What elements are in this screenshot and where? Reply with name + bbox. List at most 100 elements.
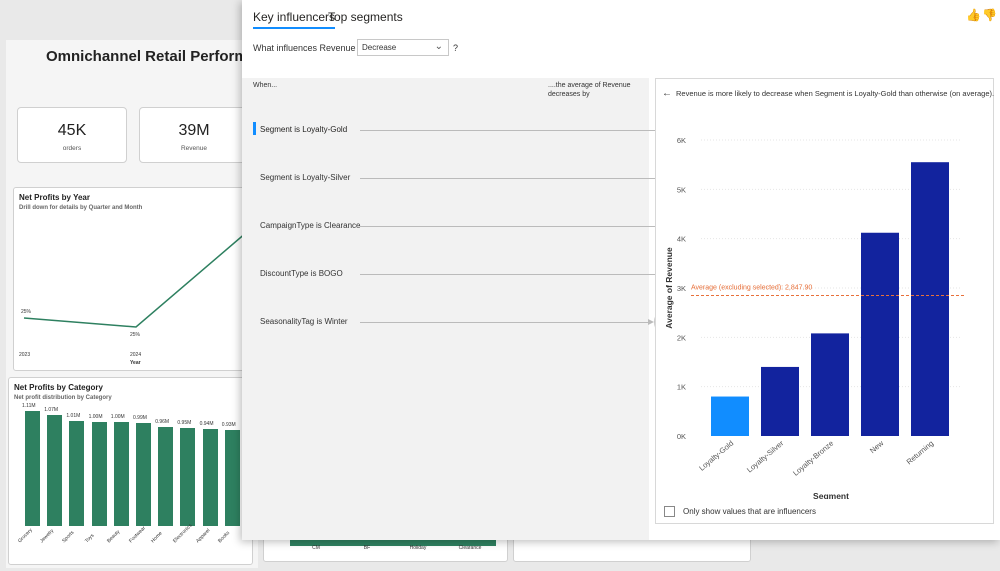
- category-bar[interactable]: [224, 429, 240, 526]
- influencers-only-checkbox[interactable]: [664, 506, 675, 517]
- bar-data-label: 1.11M: [22, 403, 36, 409]
- tab-top-segments[interactable]: Top segments: [328, 10, 403, 24]
- influencer-label[interactable]: DiscountType is BOGO: [260, 269, 343, 278]
- category-tick-label: Jewelry: [39, 528, 56, 545]
- thumbs-down-icon[interactable]: 👎: [982, 8, 997, 22]
- campaign-tile-label: Holiday: [409, 545, 427, 551]
- point-label: 25%: [21, 309, 32, 315]
- influencer-label[interactable]: SeasonalityTag is Winter: [260, 317, 348, 326]
- arrow-right-icon: [648, 319, 654, 325]
- y-tick-label: 6K: [677, 136, 686, 145]
- segment-revenue-chart: 0K 1K 2K 3K 4K 5K 6K Average of Revenue Loyalty-…: [664, 136, 966, 499]
- influencer-label[interactable]: CampaignType is Clearance: [260, 221, 361, 230]
- bar-data-label: 0.99M: [133, 415, 147, 422]
- category-bar[interactable]: [202, 428, 218, 526]
- x-tick-label: Loyalty-Silver: [745, 438, 786, 474]
- segment-bar[interactable]: [911, 162, 949, 436]
- avg-header-line1: ....the average of Revenue: [548, 82, 631, 89]
- report-title: Omnichannel Retail Performance: [46, 48, 282, 65]
- back-arrow-icon[interactable]: ←: [662, 88, 672, 99]
- bar-data-label: 1.00M: [110, 414, 125, 421]
- kpi-value: 45K: [57, 122, 87, 139]
- category-tick-label: Beauty: [105, 528, 122, 545]
- card-subtitle: Drill down for details by Quarter and Mo…: [19, 205, 143, 211]
- category-bar[interactable]: [180, 427, 196, 526]
- campaign-tile-label: CM: [312, 545, 320, 551]
- influencer-label[interactable]: Segment is Loyalty-Silver: [260, 173, 351, 182]
- category-bar[interactable]: [47, 415, 63, 526]
- category-bar[interactable]: [136, 423, 151, 526]
- kpi-card-revenue[interactable]: 39M Revenue: [139, 107, 249, 163]
- bar-data-label: 0.93M: [221, 421, 236, 428]
- reference-line-label: Average (excluding selected): 2,847.90: [691, 285, 812, 292]
- influencers-list-area: [242, 78, 649, 540]
- card-title: Net Profits by Category: [14, 383, 103, 392]
- checkbox-label: Only show values that are influencers: [683, 507, 816, 516]
- category-bar[interactable]: [25, 411, 40, 526]
- detail-title: Revenue is more likely to decrease when …: [676, 89, 995, 98]
- y-tick-label: 0K: [677, 432, 686, 441]
- help-icon[interactable]: ?: [453, 43, 459, 53]
- category-tick-label: Toys: [83, 532, 96, 545]
- card-title: Net Profits by Year: [19, 193, 90, 202]
- segment-bar[interactable]: [811, 333, 849, 436]
- card-subtitle: Net profit distribution by Category: [14, 395, 112, 401]
- year-line-chart: [23, 231, 248, 328]
- category-tick-label: Grocery: [17, 527, 34, 545]
- tab-key-influencers[interactable]: Key influencers: [253, 10, 336, 29]
- category-tick-label: Sports: [61, 529, 76, 545]
- bar-data-label: 0.96M: [155, 418, 170, 425]
- campaign-tile-label: Clearance: [458, 545, 482, 551]
- bar-data-label: 0.94M: [199, 420, 214, 427]
- kpi-card-orders[interactable]: 45K orders: [17, 107, 127, 163]
- question-label: What influences Revenue to: [253, 43, 366, 53]
- influencer-label[interactable]: Segment is Loyalty-Gold: [260, 125, 348, 134]
- category-tick-label: Books: [216, 530, 231, 545]
- y-axis-title: Average of Revenue: [664, 247, 674, 329]
- category-tick-label: Footwear: [128, 525, 147, 545]
- thumbs-up-icon[interactable]: 👍: [966, 8, 981, 22]
- selected-indicator: [253, 122, 256, 135]
- segment-bar[interactable]: [711, 396, 749, 436]
- avg-header-line2: decreases by: [548, 91, 590, 98]
- net-profits-by-year-card[interactable]: Net Profits by Year Drill down for detai…: [13, 187, 253, 371]
- category-tick-label: Home: [150, 530, 164, 545]
- category-bar[interactable]: [91, 422, 107, 526]
- x-axis-title: Segment: [813, 491, 849, 499]
- category-bar[interactable]: [158, 426, 174, 526]
- point-label: 25%: [130, 332, 141, 338]
- x-tick-label: Returning: [905, 439, 936, 467]
- direction-dropdown[interactable]: Decrease ⌄: [357, 39, 449, 56]
- y-tick-label: 3K: [677, 284, 686, 293]
- segment-bar[interactable]: [761, 366, 799, 436]
- influencer-detail-card: ← Revenue is more likely to decrease whe…: [655, 78, 994, 524]
- kpi-label: Revenue: [180, 145, 208, 152]
- x-tick-label: 2024: [130, 352, 142, 358]
- influencer-line: [360, 226, 712, 227]
- net-profits-by-category-card[interactable]: Net Profits by Category Net profit distr…: [8, 377, 253, 565]
- influencer-line: [360, 322, 648, 323]
- influencer-line: [360, 274, 661, 275]
- x-tick-label: 2023: [19, 352, 31, 358]
- category-bar[interactable]: [113, 422, 129, 526]
- dropdown-value: Decrease: [362, 43, 397, 52]
- bar-data-label: 1.01M: [66, 413, 81, 420]
- x-tick-label: Loyalty-Bronze: [791, 439, 835, 478]
- bar-data-label: 0.95M: [177, 419, 192, 426]
- segment-bar[interactable]: [861, 232, 899, 436]
- x-tick-label: New: [868, 438, 886, 455]
- kpi-value: 39M: [178, 122, 210, 139]
- influencer-line: [360, 130, 838, 131]
- bar-data-label: 1.00M: [88, 414, 103, 421]
- net-profit-line: [23, 231, 248, 328]
- y-tick-label: 2K: [677, 333, 686, 342]
- category-bar[interactable]: [69, 421, 85, 526]
- kpi-label: orders: [62, 145, 82, 152]
- y-tick-label: 4K: [677, 235, 686, 244]
- y-tick-label: 5K: [677, 185, 686, 194]
- chevron-down-icon: ⌄: [434, 41, 443, 52]
- x-axis-title: Year: [130, 360, 141, 366]
- category-tick-label: Apparel: [194, 527, 212, 545]
- bar-data-label: 1.07M: [44, 407, 59, 414]
